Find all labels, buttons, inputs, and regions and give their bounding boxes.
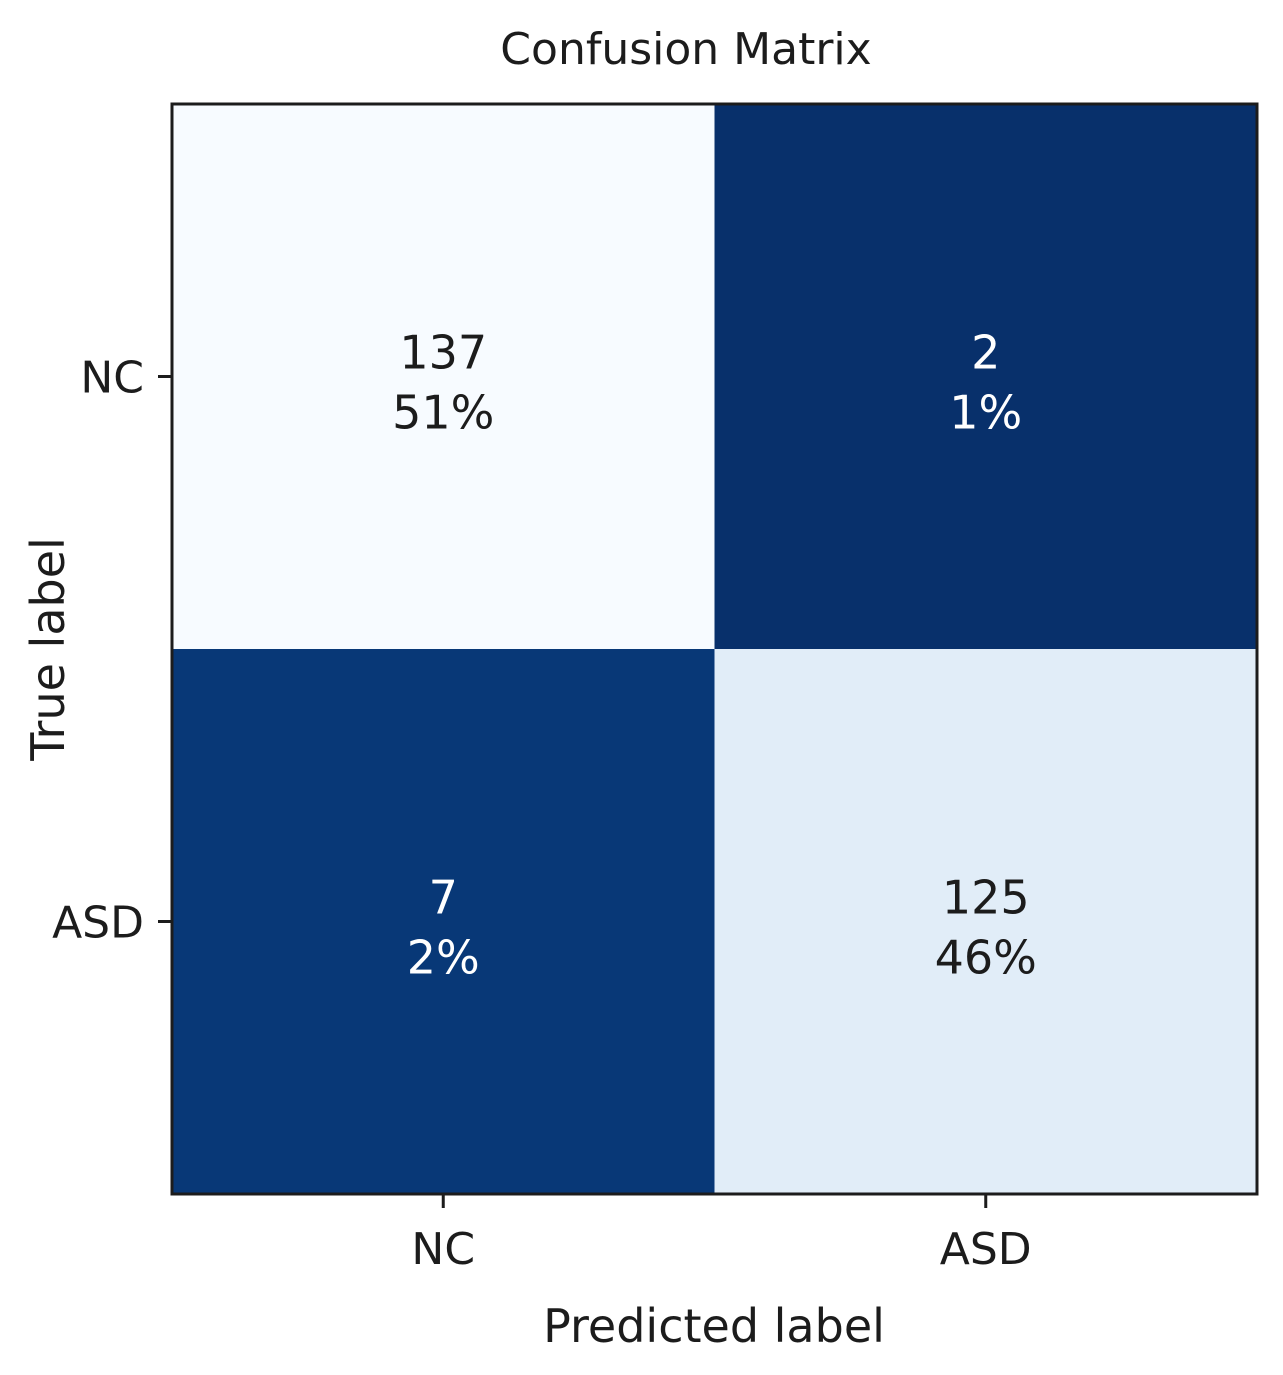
matrix-cell-nc-nc bbox=[172, 104, 715, 649]
x-axis-label: Predicted label bbox=[543, 1299, 885, 1353]
y-tick-label: ASD bbox=[52, 898, 144, 949]
x-tick-label: NC bbox=[411, 1224, 475, 1275]
cell-percent-label: 1% bbox=[949, 386, 1022, 440]
cell-percent-label: 51% bbox=[392, 386, 494, 440]
y-axis-label: True label bbox=[21, 537, 75, 762]
y-axis-ticks: NC ASD bbox=[52, 353, 172, 949]
x-axis-ticks: NC ASD bbox=[411, 1194, 1032, 1275]
cell-count-label: 137 bbox=[399, 326, 487, 380]
x-tick-label: ASD bbox=[940, 1224, 1032, 1275]
y-tick-label: NC bbox=[80, 353, 144, 404]
plot-frame bbox=[170, 102, 1259, 1196]
cell-count-label: 2 bbox=[971, 326, 1000, 380]
matrix-cells: 137 51% 2 1% 7 2% 125 46% bbox=[172, 104, 1257, 1194]
matrix-cell-asd-nc bbox=[172, 649, 715, 1194]
matrix-cell-nc-asd bbox=[714, 104, 1257, 649]
cell-percent-label: 46% bbox=[935, 931, 1037, 985]
cell-count-label: 7 bbox=[429, 871, 458, 925]
chart-title: Confusion Matrix bbox=[500, 24, 871, 75]
cell-percent-label: 2% bbox=[407, 931, 480, 985]
cell-count-label: 125 bbox=[942, 871, 1030, 925]
matrix-cell-asd-asd bbox=[714, 649, 1257, 1194]
